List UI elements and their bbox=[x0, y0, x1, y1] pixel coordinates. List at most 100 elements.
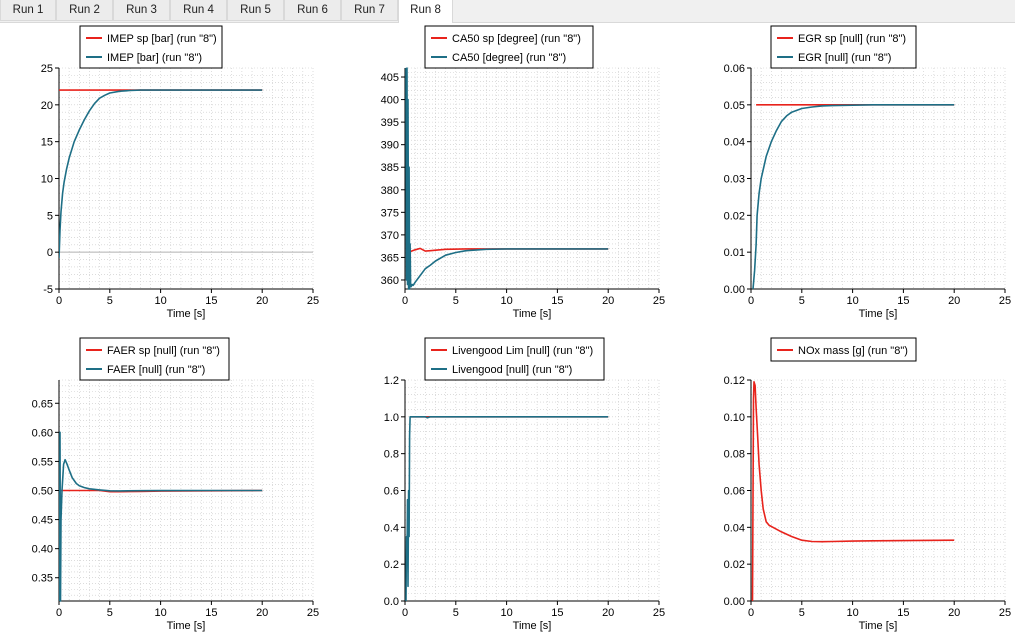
x-tick-label: 5 bbox=[453, 607, 459, 619]
y-tick-label: 375 bbox=[381, 207, 399, 219]
y-tick-label: -5 bbox=[43, 284, 53, 296]
x-tick-label: 0 bbox=[748, 295, 754, 307]
legend-box bbox=[424, 25, 594, 69]
x-tick-label: 15 bbox=[897, 607, 909, 619]
y-tick-label: 0.02 bbox=[724, 210, 745, 222]
legend-entry: IMEP sp [bar] (run "8") bbox=[107, 33, 217, 45]
y-tick-label: 385 bbox=[381, 162, 399, 174]
x-tick-label: 25 bbox=[999, 607, 1011, 619]
chart-3: 0.00 0.01 0.02 0.03 0.04 0.05 0.06 0 5 10 15 20 25 Ti… bbox=[724, 25, 1011, 320]
x-tick-label: 10 bbox=[154, 607, 166, 619]
y-tick-label: 390 bbox=[381, 140, 399, 152]
y-tick-label: 25 bbox=[41, 63, 53, 75]
y-tick-label: 0.45 bbox=[32, 515, 53, 527]
y-tick-label: 0.08 bbox=[724, 449, 745, 461]
y-tick-label: 0.0 bbox=[384, 596, 399, 608]
y-tick-label: 0.05 bbox=[724, 100, 745, 112]
legend-entry: FAER sp [null] (run "8") bbox=[107, 345, 220, 357]
y-tick-label: 0.35 bbox=[32, 573, 53, 585]
series-line-2 bbox=[752, 104, 955, 290]
x-tick-label: 25 bbox=[307, 607, 319, 619]
x-tick-label: 5 bbox=[799, 607, 805, 619]
x-tick-label: 20 bbox=[256, 295, 268, 307]
series-line-1 bbox=[751, 380, 955, 602]
x-tick-label: 5 bbox=[107, 607, 113, 619]
tab-run-2[interactable]: Run 2 bbox=[56, 0, 113, 21]
x-tick-label: 20 bbox=[602, 607, 614, 619]
x-tick-label: 15 bbox=[551, 295, 563, 307]
y-tick-label: 370 bbox=[381, 230, 399, 242]
x-tick-label: 5 bbox=[453, 295, 459, 307]
x-tick-label: 20 bbox=[602, 295, 614, 307]
x-axis-label: Time [s] bbox=[513, 620, 552, 632]
x-tick-label: 25 bbox=[307, 295, 319, 307]
y-tick-label: 0.55 bbox=[32, 456, 53, 468]
legend-entry: Livengood [null] (run "8") bbox=[452, 364, 572, 376]
plot-area bbox=[405, 68, 659, 289]
series-line-2 bbox=[59, 89, 263, 259]
x-axis-label: Time [s] bbox=[859, 308, 898, 320]
series-line-2 bbox=[405, 67, 609, 290]
series-line-2 bbox=[59, 431, 263, 602]
x-tick-label: 0 bbox=[56, 295, 62, 307]
x-axis-label: Time [s] bbox=[859, 620, 898, 632]
y-tick-label: 0.00 bbox=[724, 596, 745, 608]
y-tick-label: 405 bbox=[381, 72, 399, 84]
y-tick-label: 5 bbox=[47, 210, 53, 222]
y-tick-label: 0.65 bbox=[32, 398, 53, 410]
x-tick-label: 0 bbox=[748, 607, 754, 619]
legend-box bbox=[79, 337, 230, 381]
y-tick-label: 1.0 bbox=[384, 412, 399, 424]
x-tick-label: 15 bbox=[205, 295, 217, 307]
y-tick-label: 0 bbox=[47, 247, 53, 259]
tab-run-3[interactable]: Run 3 bbox=[113, 0, 170, 21]
tab-run-5[interactable]: Run 5 bbox=[227, 0, 284, 21]
x-tick-label: 25 bbox=[999, 295, 1011, 307]
y-tick-label: 20 bbox=[41, 100, 53, 112]
y-tick-label: 15 bbox=[41, 137, 53, 149]
tab-run-7[interactable]: Run 7 bbox=[341, 0, 398, 21]
legend-box bbox=[79, 25, 223, 69]
legend-entry: Livengood Lim [null] (run "8") bbox=[452, 345, 593, 357]
x-tick-label: 0 bbox=[402, 295, 408, 307]
x-tick-label: 15 bbox=[205, 607, 217, 619]
y-tick-label: 0.04 bbox=[724, 522, 745, 534]
x-tick-label: 25 bbox=[653, 607, 665, 619]
x-tick-label: 15 bbox=[897, 295, 909, 307]
y-tick-label: 0.10 bbox=[724, 412, 745, 424]
chart-6: 0.00 0.02 0.04 0.06 0.08 0.10 0.12 0 5 10 15 20 25 Ti… bbox=[724, 337, 1011, 632]
y-tick-label: 0.02 bbox=[724, 559, 745, 571]
chart-4: 0.35 0.40 0.45 0.50 0.55 0.60 0.65 0 5 10 15 20 25 Ti… bbox=[32, 337, 319, 632]
x-axis-label: Time [s] bbox=[167, 308, 206, 320]
tab-run-1[interactable]: Run 1 bbox=[0, 0, 56, 21]
y-tick-label: 0.4 bbox=[384, 522, 399, 534]
x-tick-label: 20 bbox=[948, 295, 960, 307]
x-tick-label: 5 bbox=[799, 295, 805, 307]
tab-run-6[interactable]: Run 6 bbox=[284, 0, 341, 21]
y-tick-label: 0.12 bbox=[724, 375, 745, 387]
legend-entry: NOx mass [g] (run "8") bbox=[798, 345, 908, 357]
legend-entry: FAER [null] (run "8") bbox=[107, 364, 205, 376]
x-tick-label: 10 bbox=[500, 295, 512, 307]
y-tick-label: 0.06 bbox=[724, 486, 745, 498]
y-tick-label: 0.03 bbox=[724, 174, 745, 186]
y-tick-label: 0.00 bbox=[724, 284, 745, 296]
chart-2: 360 365 370 375 380 385 390 395 400 405 0 5 10 15 20 25… bbox=[381, 25, 665, 320]
tab-run-8[interactable]: Run 8 bbox=[398, 0, 453, 23]
tab-run-4[interactable]: Run 4 bbox=[170, 0, 227, 21]
chart-5: 0.0 0.2 0.4 0.6 0.8 1.0 1.2 0 5 10 15 20 25 Time [s] L… bbox=[384, 337, 665, 632]
y-tick-label: 1.2 bbox=[384, 375, 399, 387]
y-tick-label: 0.01 bbox=[724, 247, 745, 259]
legend-box bbox=[770, 337, 917, 362]
y-tick-label: 10 bbox=[41, 174, 53, 186]
x-tick-label: 15 bbox=[551, 607, 563, 619]
x-tick-label: 25 bbox=[653, 295, 665, 307]
legend-entry: EGR [null] (run "8") bbox=[798, 52, 891, 64]
y-tick-label: 365 bbox=[381, 252, 399, 264]
y-tick-label: 0.6 bbox=[384, 486, 399, 498]
x-tick-label: 0 bbox=[402, 607, 408, 619]
x-tick-label: 5 bbox=[107, 295, 113, 307]
legend-box bbox=[770, 25, 917, 69]
